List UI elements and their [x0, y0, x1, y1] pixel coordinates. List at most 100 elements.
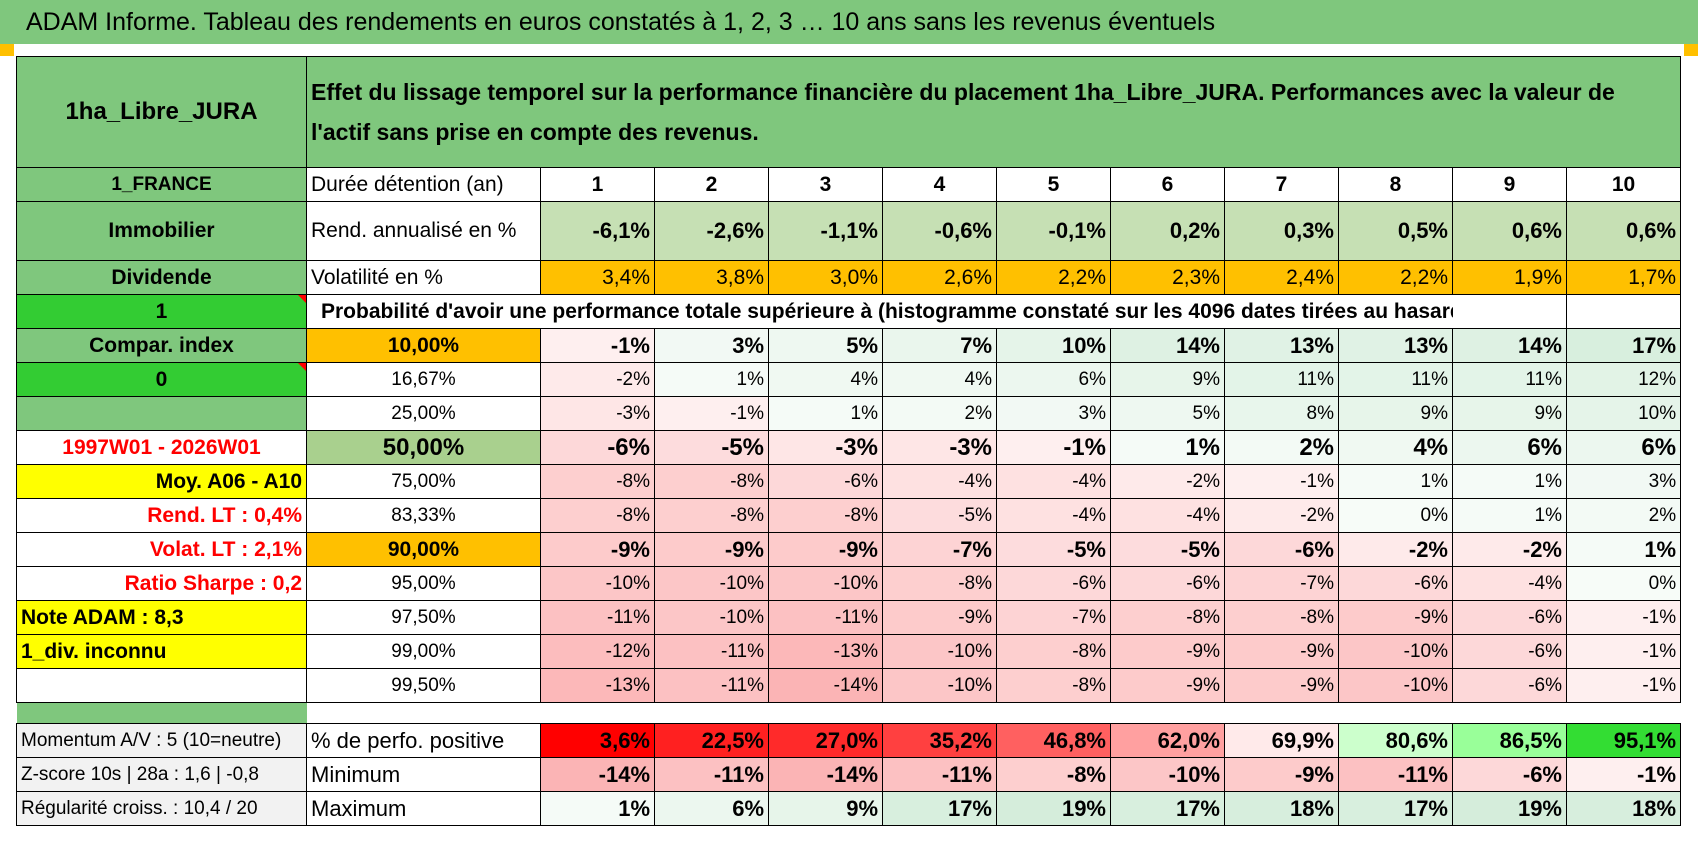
spacer-left: [16, 702, 307, 724]
quantile-value-cell: -8%: [768, 498, 883, 533]
duration-header: 2: [654, 167, 769, 202]
volatility-cell: 2,4%: [1224, 260, 1339, 295]
quantile-value-cell: -4%: [1452, 566, 1567, 601]
volatility-cell: 1,9%: [1452, 260, 1567, 295]
quantile-value-cell: 12%: [1565, 362, 1682, 397]
maximum-label: Maximum: [306, 791, 541, 826]
quantile-value-cell: 4%: [768, 362, 883, 397]
positive-perf-cell: 27,0%: [768, 723, 883, 758]
volatility-cell: 3,8%: [654, 260, 769, 295]
quantile-value-cell: -8%: [882, 566, 997, 601]
z-score: Z-score 10s | 28a : 1,6 | -0,8: [16, 757, 307, 792]
left-blank: [16, 396, 307, 431]
minimum-cell: -10%: [1110, 757, 1225, 792]
volatility-cell: 3,4%: [540, 260, 655, 295]
positive-perf-cell: 35,2%: [882, 723, 997, 758]
minimum-cell: -14%: [540, 757, 655, 792]
quantile-value-cell: 2%: [1565, 498, 1682, 533]
quantile-value-cell: 3%: [1565, 464, 1682, 499]
category-label: Immobilier: [16, 201, 307, 261]
quantile-value-cell: -2%: [1110, 464, 1225, 499]
annualized-return-cell: -6,1%: [540, 201, 655, 261]
quantile-value-cell: -12%: [540, 634, 655, 669]
quantile-value-cell: -5%: [654, 430, 769, 465]
quantile-value-cell: 0%: [1565, 566, 1682, 601]
quantile-value-cell: 10%: [996, 328, 1111, 363]
quantile-value-cell: -9%: [540, 532, 655, 567]
dividend-info: 1_div. inconnu: [16, 634, 307, 669]
corner-marker-left: [0, 44, 14, 56]
quantile-value-cell: -11%: [654, 668, 769, 703]
quantile-value-cell: -8%: [654, 464, 769, 499]
quantile-value-cell: -3%: [540, 396, 655, 431]
quantile-value-cell: 17%: [1565, 328, 1682, 363]
duration-header: 10: [1565, 167, 1682, 202]
maximum-cell: 17%: [1110, 791, 1225, 826]
momentum: Momentum A/V : 5 (10=neutre): [16, 723, 307, 758]
quantile-value-cell: -2%: [540, 362, 655, 397]
maximum-cell: 17%: [882, 791, 997, 826]
quantile-value-cell: -6%: [1224, 532, 1339, 567]
quantile-label: 16,67%: [306, 362, 541, 397]
volat-lt: Volat. LT : 2,1%: [16, 532, 307, 567]
quantile-value-cell: -9%: [1338, 600, 1453, 635]
dividend-value[interactable]: 1: [16, 294, 307, 329]
quantile-value-cell: -8%: [1224, 600, 1339, 635]
quantile-value-cell: -7%: [1224, 566, 1339, 601]
quantile-value-cell: -10%: [1338, 634, 1453, 669]
positive-perf-cell: 46,8%: [996, 723, 1111, 758]
quantile-value-cell: -10%: [1338, 668, 1453, 703]
volatility-cell: 2,3%: [1110, 260, 1225, 295]
duration-header: 1: [540, 167, 655, 202]
quantile-value-cell: -2%: [1338, 532, 1453, 567]
compar-index-value[interactable]: 0: [16, 362, 307, 397]
comment-marker: [298, 363, 306, 371]
quantile-value-cell: -10%: [540, 566, 655, 601]
positive-perf-cell: 86,5%: [1452, 723, 1567, 758]
regularity: Régularité croiss. : 10,4 / 20: [16, 791, 307, 826]
quantile-value-cell: 11%: [1224, 362, 1339, 397]
quantile-value-cell: 11%: [1338, 362, 1453, 397]
quantile-value-cell: -9%: [1224, 634, 1339, 669]
maximum-cell: 9%: [768, 791, 883, 826]
annualized-return-cell: -2,6%: [654, 201, 769, 261]
quantile-value-cell: -3%: [768, 430, 883, 465]
quantile-label: 95,00%: [306, 566, 541, 601]
quantile-value-cell: -1%: [1565, 668, 1682, 703]
annualized-return-cell: 0,2%: [1110, 201, 1225, 261]
quantile-value-cell: 1%: [1452, 464, 1567, 499]
quantile-value-cell: -3%: [882, 430, 997, 465]
compar-index-value-text: 0: [155, 367, 168, 391]
quantile-label: 10,00%: [306, 328, 541, 363]
duration-header: 5: [996, 167, 1111, 202]
positive-perf-cell: 3,6%: [540, 723, 655, 758]
quantile-value-cell: -11%: [768, 600, 883, 635]
quantile-value-cell: -8%: [996, 668, 1111, 703]
quantile-value-cell: -8%: [540, 498, 655, 533]
vol-label: Volatilité en %: [306, 260, 541, 295]
quantile-value-cell: 1%: [1565, 532, 1682, 567]
annualized-return-cell: 0,6%: [1452, 201, 1567, 261]
quantile-value-cell: -9%: [1110, 668, 1225, 703]
quantile-value-cell: -1%: [1565, 600, 1682, 635]
quantile-value-cell: -10%: [882, 668, 997, 703]
volatility-cell: 2,2%: [1338, 260, 1453, 295]
dividend-label: Dividende: [16, 260, 307, 295]
performance-table: 1ha_Libre_JURA Effet du lissage temporel…: [16, 56, 1682, 826]
quantile-value-cell: -13%: [768, 634, 883, 669]
performance-table-wrapper: 1ha_Libre_JURA Effet du lissage temporel…: [16, 56, 1682, 832]
quantile-value-cell: -6%: [768, 464, 883, 499]
quantile-value-cell: 0%: [1338, 498, 1453, 533]
quantile-value-cell: -8%: [540, 464, 655, 499]
quantile-value-cell: 4%: [882, 362, 997, 397]
duration-header: 4: [882, 167, 997, 202]
rend-label: Rend. annualisé en %: [306, 201, 541, 261]
minimum-label: Minimum: [306, 757, 541, 792]
quantile-value-cell: -9%: [1224, 668, 1339, 703]
quantile-label: 25,00%: [306, 396, 541, 431]
quantile-value-cell: -14%: [768, 668, 883, 703]
quantile-value-cell: -2%: [1452, 532, 1567, 567]
quantile-value-cell: -4%: [1110, 498, 1225, 533]
quantile-value-cell: -6%: [1452, 668, 1567, 703]
minimum-cell: -14%: [768, 757, 883, 792]
